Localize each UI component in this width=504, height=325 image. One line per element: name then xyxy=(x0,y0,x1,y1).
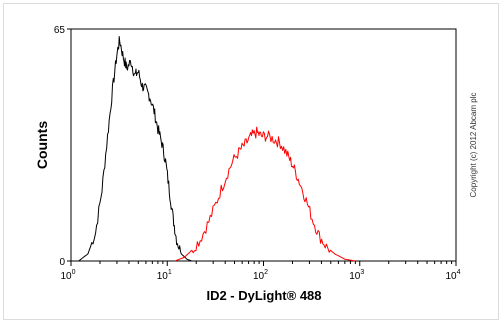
x-tick-exponent: 2 xyxy=(264,269,268,276)
x-tick-exponent: 0 xyxy=(72,269,76,276)
x-tick-label: 101 xyxy=(157,269,172,282)
copyright-text: Copyright (c) 2012 Abcam plc xyxy=(469,93,478,198)
x-tick-exponent: 3 xyxy=(360,269,364,276)
x-axis-title: ID2 - DyLight® 488 xyxy=(206,288,321,303)
series-layer xyxy=(78,36,356,262)
y-tick-label: 65 xyxy=(54,25,66,36)
x-tick-base: 10 xyxy=(60,271,72,282)
series-line-1 xyxy=(174,126,356,262)
x-tick-label: 100 xyxy=(60,269,75,282)
x-tick-exponent: 1 xyxy=(168,269,172,276)
histogram-chart: 065 100 101 102 103 104 Counts ID2 - DyLight… xyxy=(34,25,478,303)
x-tick-label: 104 xyxy=(445,269,460,282)
chart-frame: 0 65 100 101 102 103 104 Counts ID2 - DyLight… xyxy=(3,3,499,320)
x-tick-label: 102 xyxy=(253,269,268,282)
y-axis-ticks: 0 65 xyxy=(54,25,71,268)
x-tick-label: 103 xyxy=(349,269,364,282)
y-tick-label: 0 xyxy=(59,257,65,268)
x-tick-base: 10 xyxy=(253,271,265,282)
series-line-0 xyxy=(78,36,192,262)
plot-area xyxy=(70,28,457,262)
x-tick-base: 10 xyxy=(445,271,457,282)
x-tick-exponent: 4 xyxy=(457,269,461,276)
x-tick-base: 10 xyxy=(157,271,169,282)
x-axis-ticks: 100 101 102 103 104 xyxy=(60,261,461,282)
y-axis-title: Counts xyxy=(34,121,50,169)
x-tick-base: 10 xyxy=(349,271,361,282)
